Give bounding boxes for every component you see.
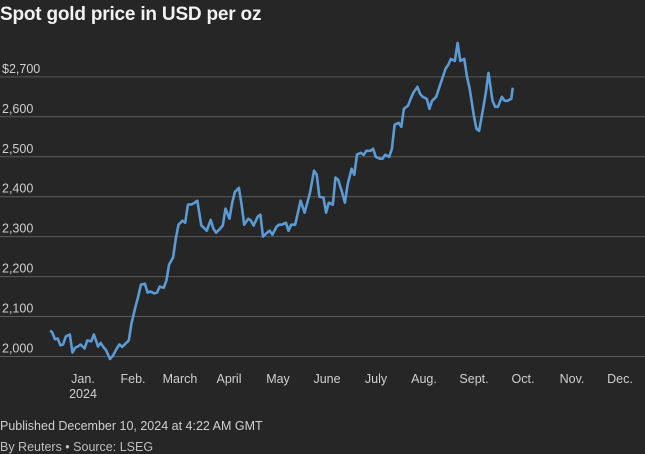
x-tick-label: April <box>216 372 241 386</box>
x-tick-label: Aug. <box>411 372 437 386</box>
y-tick-label: 2,000 <box>2 342 33 356</box>
byline: By Reuters • Source: LSEG <box>0 440 154 454</box>
x-tick-label: Nov. <box>560 372 585 386</box>
x-year-label: 2024 <box>69 387 97 401</box>
x-tick-label: May <box>266 372 290 386</box>
chart-title: Spot gold price in USD per oz <box>0 4 262 25</box>
x-tick-label: Sept. <box>459 372 488 386</box>
x-axis-labels: Jan. Feb. March April May June July Aug. Sept. Oc… <box>69 372 633 401</box>
published-date: Published December 10, 2024 at 4:22 AM G… <box>0 419 263 433</box>
y-tick-label: 2,100 <box>2 302 33 316</box>
y-tick-label: 2,600 <box>2 102 33 116</box>
x-tick-label: Jan. <box>71 372 95 386</box>
price-line <box>49 41 514 361</box>
y-tick-label: 2,400 <box>2 182 33 196</box>
gold-price-chart: 2,000 2,100 2,200 2,300 2,400 2,500 2,600 $2,70… <box>0 41 645 401</box>
y-tick-label: 2,300 <box>2 222 33 236</box>
y-tick-label: 2,500 <box>2 142 33 156</box>
x-tick-label: March <box>163 372 198 386</box>
x-tick-label: Feb. <box>120 372 145 386</box>
x-tick-label: July <box>365 372 388 386</box>
x-tick-label: Oct. <box>512 372 535 386</box>
x-tick-label: June <box>313 372 340 386</box>
y-axis-labels: 2,000 2,100 2,200 2,300 2,400 2,500 2,600 $2,70… <box>2 62 40 356</box>
x-tick-label: Dec. <box>607 372 633 386</box>
grid-lines <box>0 76 645 357</box>
y-tick-label: $2,700 <box>2 62 40 76</box>
y-tick-label: 2,200 <box>2 262 33 276</box>
